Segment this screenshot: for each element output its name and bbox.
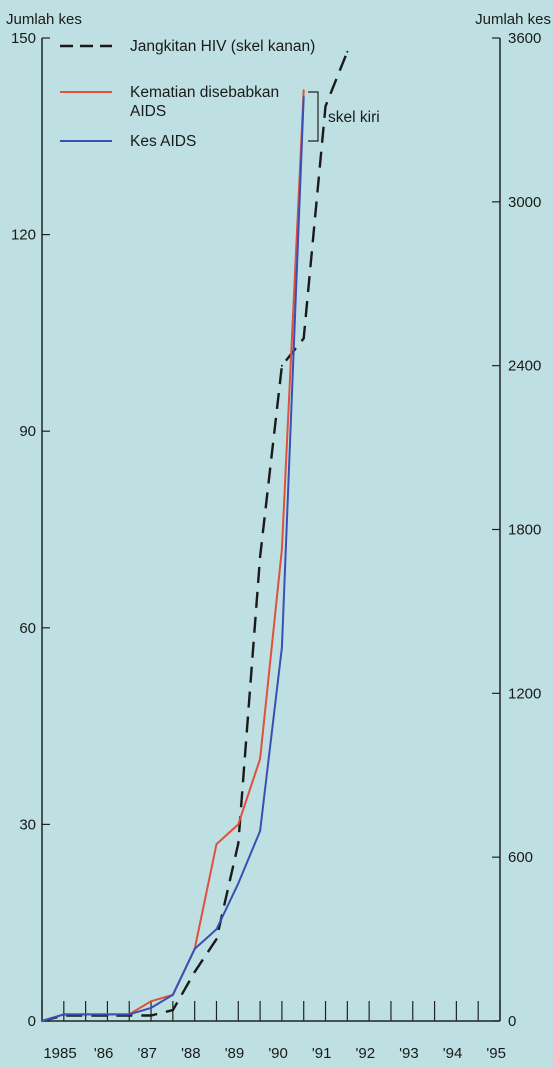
legend-label: AIDS bbox=[130, 103, 166, 120]
data-point bbox=[150, 1000, 152, 1003]
data-point bbox=[215, 928, 218, 931]
data-point bbox=[237, 823, 240, 826]
x-tick-label: '90 bbox=[268, 1045, 288, 1062]
data-point bbox=[259, 757, 262, 760]
left-tick-label: 60 bbox=[19, 620, 36, 637]
series-layer bbox=[41, 50, 349, 1023]
data-point bbox=[41, 1020, 43, 1022]
right-tick-label: 1800 bbox=[508, 522, 541, 539]
x-tick-label: '87 bbox=[137, 1045, 157, 1062]
legend-label: Kes AIDS bbox=[130, 133, 196, 150]
data-point bbox=[259, 555, 262, 558]
data-point bbox=[84, 1013, 87, 1016]
data-point bbox=[150, 1014, 152, 1017]
left-tick-label: 150 bbox=[11, 30, 36, 47]
data-point bbox=[346, 50, 349, 53]
right-tick-label: 2400 bbox=[508, 358, 541, 375]
right-tick-label: 3000 bbox=[508, 194, 541, 211]
data-point bbox=[193, 970, 196, 973]
data-point bbox=[280, 364, 283, 367]
data-point bbox=[302, 96, 305, 98]
series-line bbox=[41, 96, 305, 1022]
right-tick-label: 1200 bbox=[508, 685, 541, 702]
legend: Jangkitan HIV (skel kanan) Kematian diseb… bbox=[60, 38, 380, 150]
data-point bbox=[171, 993, 174, 996]
data-point bbox=[215, 938, 218, 941]
data-point bbox=[62, 1013, 65, 1016]
axes-layer: 0 30 60 90 120 150 0 600 1200 1800 2400 3000 3600 198… bbox=[11, 30, 541, 1062]
left-tick-label: 90 bbox=[19, 423, 36, 440]
data-point bbox=[237, 842, 240, 845]
left-tick-label: 30 bbox=[19, 816, 36, 833]
data-point bbox=[237, 882, 240, 885]
data-point bbox=[215, 843, 218, 846]
series-line bbox=[41, 90, 305, 1022]
x-tick-label: '86 bbox=[94, 1045, 114, 1062]
x-tick-label: '94 bbox=[443, 1045, 463, 1062]
legend-label: Jangkitan HIV (skel kanan) bbox=[130, 38, 315, 55]
x-tick-label: '91 bbox=[312, 1045, 332, 1062]
data-point bbox=[259, 830, 262, 832]
data-point bbox=[302, 337, 305, 340]
x-tick-label: '93 bbox=[399, 1045, 419, 1062]
legend-bracket bbox=[308, 91, 319, 142]
data-point bbox=[324, 105, 327, 108]
left-tick-label: 120 bbox=[11, 227, 36, 244]
x-tick-label: '88 bbox=[181, 1045, 201, 1062]
data-point bbox=[193, 947, 196, 950]
x-tick-label: '95 bbox=[486, 1045, 506, 1062]
data-point bbox=[150, 1006, 152, 1009]
data-point bbox=[128, 1013, 131, 1016]
series-line bbox=[41, 51, 349, 1023]
x-tick-label: 1985 bbox=[43, 1045, 76, 1062]
data-point bbox=[171, 1009, 174, 1012]
left-axis-label: Jumlah kes bbox=[6, 11, 82, 28]
right-tick-label: 0 bbox=[508, 1013, 516, 1030]
legend-label: Kematian disebabkan bbox=[130, 84, 279, 101]
left-tick-label: 0 bbox=[28, 1013, 36, 1030]
right-axis-label: Jumlah kes bbox=[475, 11, 551, 28]
x-tick-label: '89 bbox=[225, 1045, 245, 1062]
data-point bbox=[302, 89, 305, 92]
right-tick-label: 3600 bbox=[508, 30, 541, 47]
x-tick-label: '92 bbox=[356, 1045, 376, 1062]
right-tick-label: 600 bbox=[508, 849, 533, 866]
data-point bbox=[280, 646, 283, 649]
legend-bracket-label: skel kiri bbox=[328, 109, 380, 126]
data-point bbox=[106, 1013, 109, 1016]
data-point bbox=[280, 548, 283, 551]
